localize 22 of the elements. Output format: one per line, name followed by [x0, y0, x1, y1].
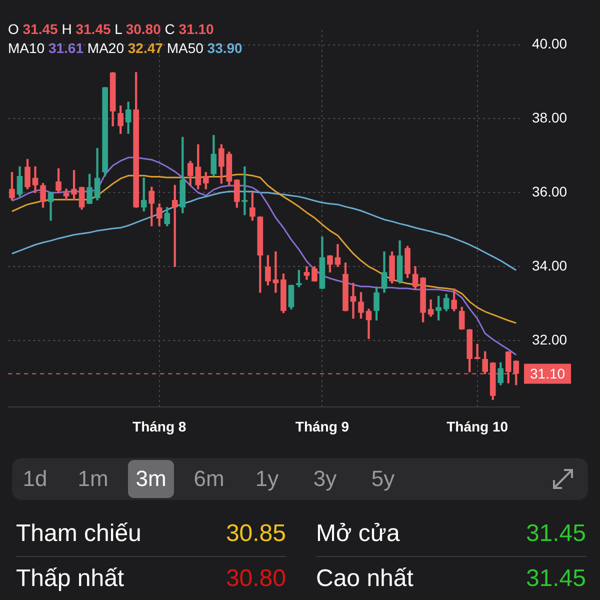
ref-line-label: 31.10: [530, 366, 566, 382]
y-tick-label: 38.00: [532, 110, 568, 126]
text: 3y: [312, 465, 338, 493]
text: 6m: [192, 465, 226, 493]
annotation: MA10 31.61 MA20 32.47 MA50 33.90: [8, 40, 242, 56]
y-tick-label: 36.00: [532, 183, 568, 200]
y-tick-label: 34.00: [532, 257, 568, 274]
text: Mở cửa 31.45: [316, 520, 586, 547]
y-tick-label: 40.00: [532, 36, 568, 52]
text: Thấp nhất 30.80: [16, 565, 286, 592]
text: 1d: [22, 465, 48, 493]
annotation: O 31.45 H 31.45 L 30.80 C 31.10: [8, 21, 214, 37]
text: 1y: [254, 465, 280, 493]
text: Tham chiếu 30.85: [16, 520, 286, 547]
x-tick-label: Tháng 9: [295, 418, 350, 434]
x-tick-label: Tháng 10: [446, 418, 508, 434]
text: Cao nhất 31.45: [316, 565, 586, 592]
y-tick-label: 32.00: [532, 331, 568, 348]
x-tick-label: Tháng 8: [132, 418, 186, 434]
text: 5y: [370, 465, 396, 493]
text: 1m: [76, 465, 110, 493]
text: 3m: [128, 460, 174, 498]
